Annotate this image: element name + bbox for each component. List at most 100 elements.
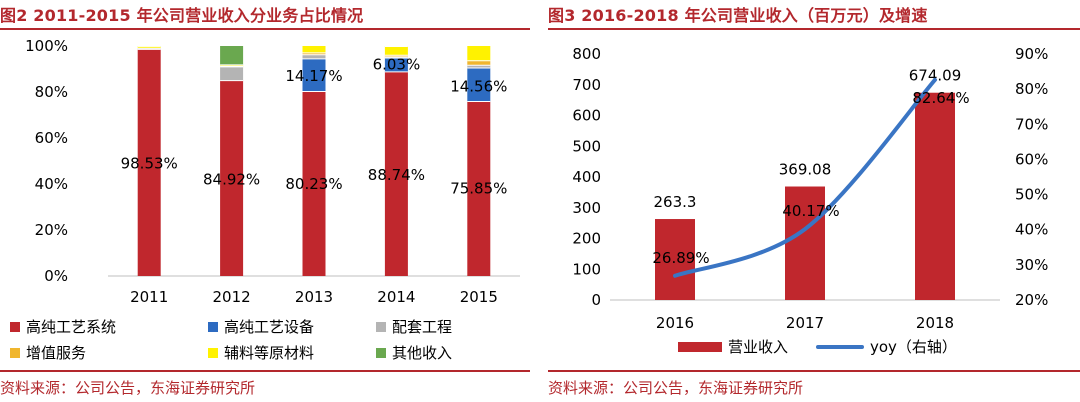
stacked-bar-segment [220, 80, 244, 277]
legend-swatch [376, 347, 386, 358]
y-right-tick-label: 50% [1015, 186, 1048, 204]
x-tick-label: 2011 [130, 288, 168, 306]
y-left-tick-label: 700 [572, 76, 601, 94]
stacked-bar-chart: 0% 20% 40% 60% 80% 100% 2011 2012 2013 2014 2015 98… [25, 37, 520, 306]
y-left-tick-label: 100 [572, 260, 601, 278]
revenue-label: 674.09 [909, 67, 962, 85]
y-tick-label: 40% [35, 175, 68, 193]
x-tick-label: 2012 [213, 288, 251, 306]
legend-line-swatch [816, 344, 864, 349]
legend-swatch [10, 321, 20, 332]
revenue-label: 263.3 [654, 193, 697, 211]
y-tick-label: 0% [44, 267, 68, 285]
yoy-line [673, 77, 937, 278]
y-left-tick-label: 400 [572, 168, 601, 186]
yoy-label: 82.64% [912, 89, 969, 107]
data-label: 84.92% [203, 170, 260, 188]
legend-bar-swatch [678, 341, 722, 352]
stacked-bar-segment [302, 58, 326, 92]
y-tick-label: 60% [35, 129, 68, 147]
stacked-bar-segment [302, 46, 326, 53]
y-left-tick-label: 500 [572, 137, 601, 155]
right-legend: 营业收入 yoy（右轴） [548, 336, 1080, 360]
yoy-label: 26.89% [652, 249, 709, 267]
stacked-bar-segment [137, 49, 161, 277]
legend-item: 营业收入 [678, 336, 788, 357]
stacked-bar-segment [384, 46, 408, 56]
legend-label: 营业收入 [728, 338, 789, 356]
legend-item: 其他收入 [376, 342, 452, 363]
stacked-bar-segment [384, 56, 408, 59]
revenue-bar [655, 219, 695, 300]
x-tick-label: 2018 [916, 314, 954, 332]
x-tick-label: 2017 [786, 314, 824, 332]
title-rule [548, 28, 1080, 30]
legend-item: 高纯工艺系统 [10, 316, 116, 337]
data-label: 88.74% [368, 166, 425, 184]
y-left-tick-label: 300 [572, 199, 601, 217]
revenue-label: 369.08 [779, 161, 832, 179]
legend-label: 增值服务 [26, 344, 87, 362]
stacked-bar-segment [467, 60, 491, 66]
source-rule [0, 370, 530, 372]
x-tick-label: 2015 [460, 288, 498, 306]
stacked-bar-segment [467, 65, 491, 69]
yoy-label: 40.17% [782, 202, 839, 220]
figure-2-title: 图2 2011-2015 年公司营业收入分业务占比情况 [0, 6, 364, 25]
legend-item: 高纯工艺设备 [208, 316, 314, 337]
y-right-tick-label: 20% [1015, 291, 1048, 309]
revenue-bar [785, 186, 825, 300]
legend-swatch [10, 347, 20, 358]
stacked-bar-segment [384, 55, 408, 57]
x-tick-label: 2016 [656, 314, 694, 332]
legend-swatch [208, 347, 218, 358]
legend-item: 配套工程 [376, 316, 452, 337]
stacked-bar-segment [302, 54, 326, 59]
x-tick-label: 2014 [377, 288, 415, 306]
source-note: 资料来源：公司公告，东海证券研究所 [0, 379, 256, 397]
legend-label: 高纯工艺设备 [224, 318, 315, 336]
y-tick-label: 20% [35, 221, 68, 239]
y-right-tick-label: 60% [1015, 150, 1048, 168]
stacked-bar-segment [467, 46, 491, 61]
stacked-bar-segment [302, 52, 326, 55]
legend-item: 增值服务 [10, 342, 86, 363]
legend-label: 配套工程 [392, 318, 453, 336]
y-right-tick-label: 30% [1015, 256, 1048, 274]
legend-swatch [376, 321, 386, 332]
stacked-bar-segment [137, 48, 161, 50]
y-right-tick-label: 90% [1015, 45, 1048, 63]
stacked-bar-segment [220, 64, 244, 67]
y-tick-label: 80% [35, 83, 68, 101]
bar-line-combo-chart: 0 100 200 300 400 500 600 700 800 20% 30% 40% 50% 60%… [572, 45, 1048, 332]
stacked-bar-segment [220, 46, 244, 65]
data-label: 80.23% [285, 175, 342, 193]
y-left-tick-label: 800 [572, 45, 601, 63]
y-left-tick-label: 0 [591, 291, 601, 309]
stacked-bar-segment [220, 66, 244, 81]
source-note: 资料来源：公司公告，东海证券研究所 [548, 379, 804, 397]
y-left-tick-label: 200 [572, 230, 601, 248]
left-legend: 高纯工艺系统 高纯工艺设备 配套工程增值服务 辅料等原材料 其他收入 [0, 316, 530, 368]
stacked-bar-segment [467, 68, 491, 102]
legend-swatch [208, 321, 218, 332]
y-tick-label: 100% [25, 37, 68, 55]
y-right-tick-label: 70% [1015, 115, 1048, 133]
legend-label: 高纯工艺系统 [26, 318, 117, 336]
stacked-bar-segment [467, 101, 491, 276]
legend-label: yoy（右轴） [870, 338, 957, 356]
data-label: 75.85% [450, 180, 507, 198]
y-left-tick-label: 600 [572, 107, 601, 125]
title-rule [0, 28, 530, 30]
stacked-bar-segment [384, 71, 408, 276]
x-tick-label: 2013 [295, 288, 333, 306]
data-label: 98.53% [121, 154, 178, 172]
y-right-tick-label: 40% [1015, 221, 1048, 239]
data-label: 6.03% [373, 55, 421, 73]
data-label: 14.56% [450, 77, 507, 95]
revenue-bar [915, 92, 955, 301]
stacked-bar-segment [384, 58, 408, 72]
legend-item: 辅料等原材料 [208, 342, 314, 363]
legend-label: 辅料等原材料 [224, 344, 315, 362]
figure-3-title: 图3 2016-2018 年公司营业收入（百万元）及增速 [548, 6, 928, 25]
